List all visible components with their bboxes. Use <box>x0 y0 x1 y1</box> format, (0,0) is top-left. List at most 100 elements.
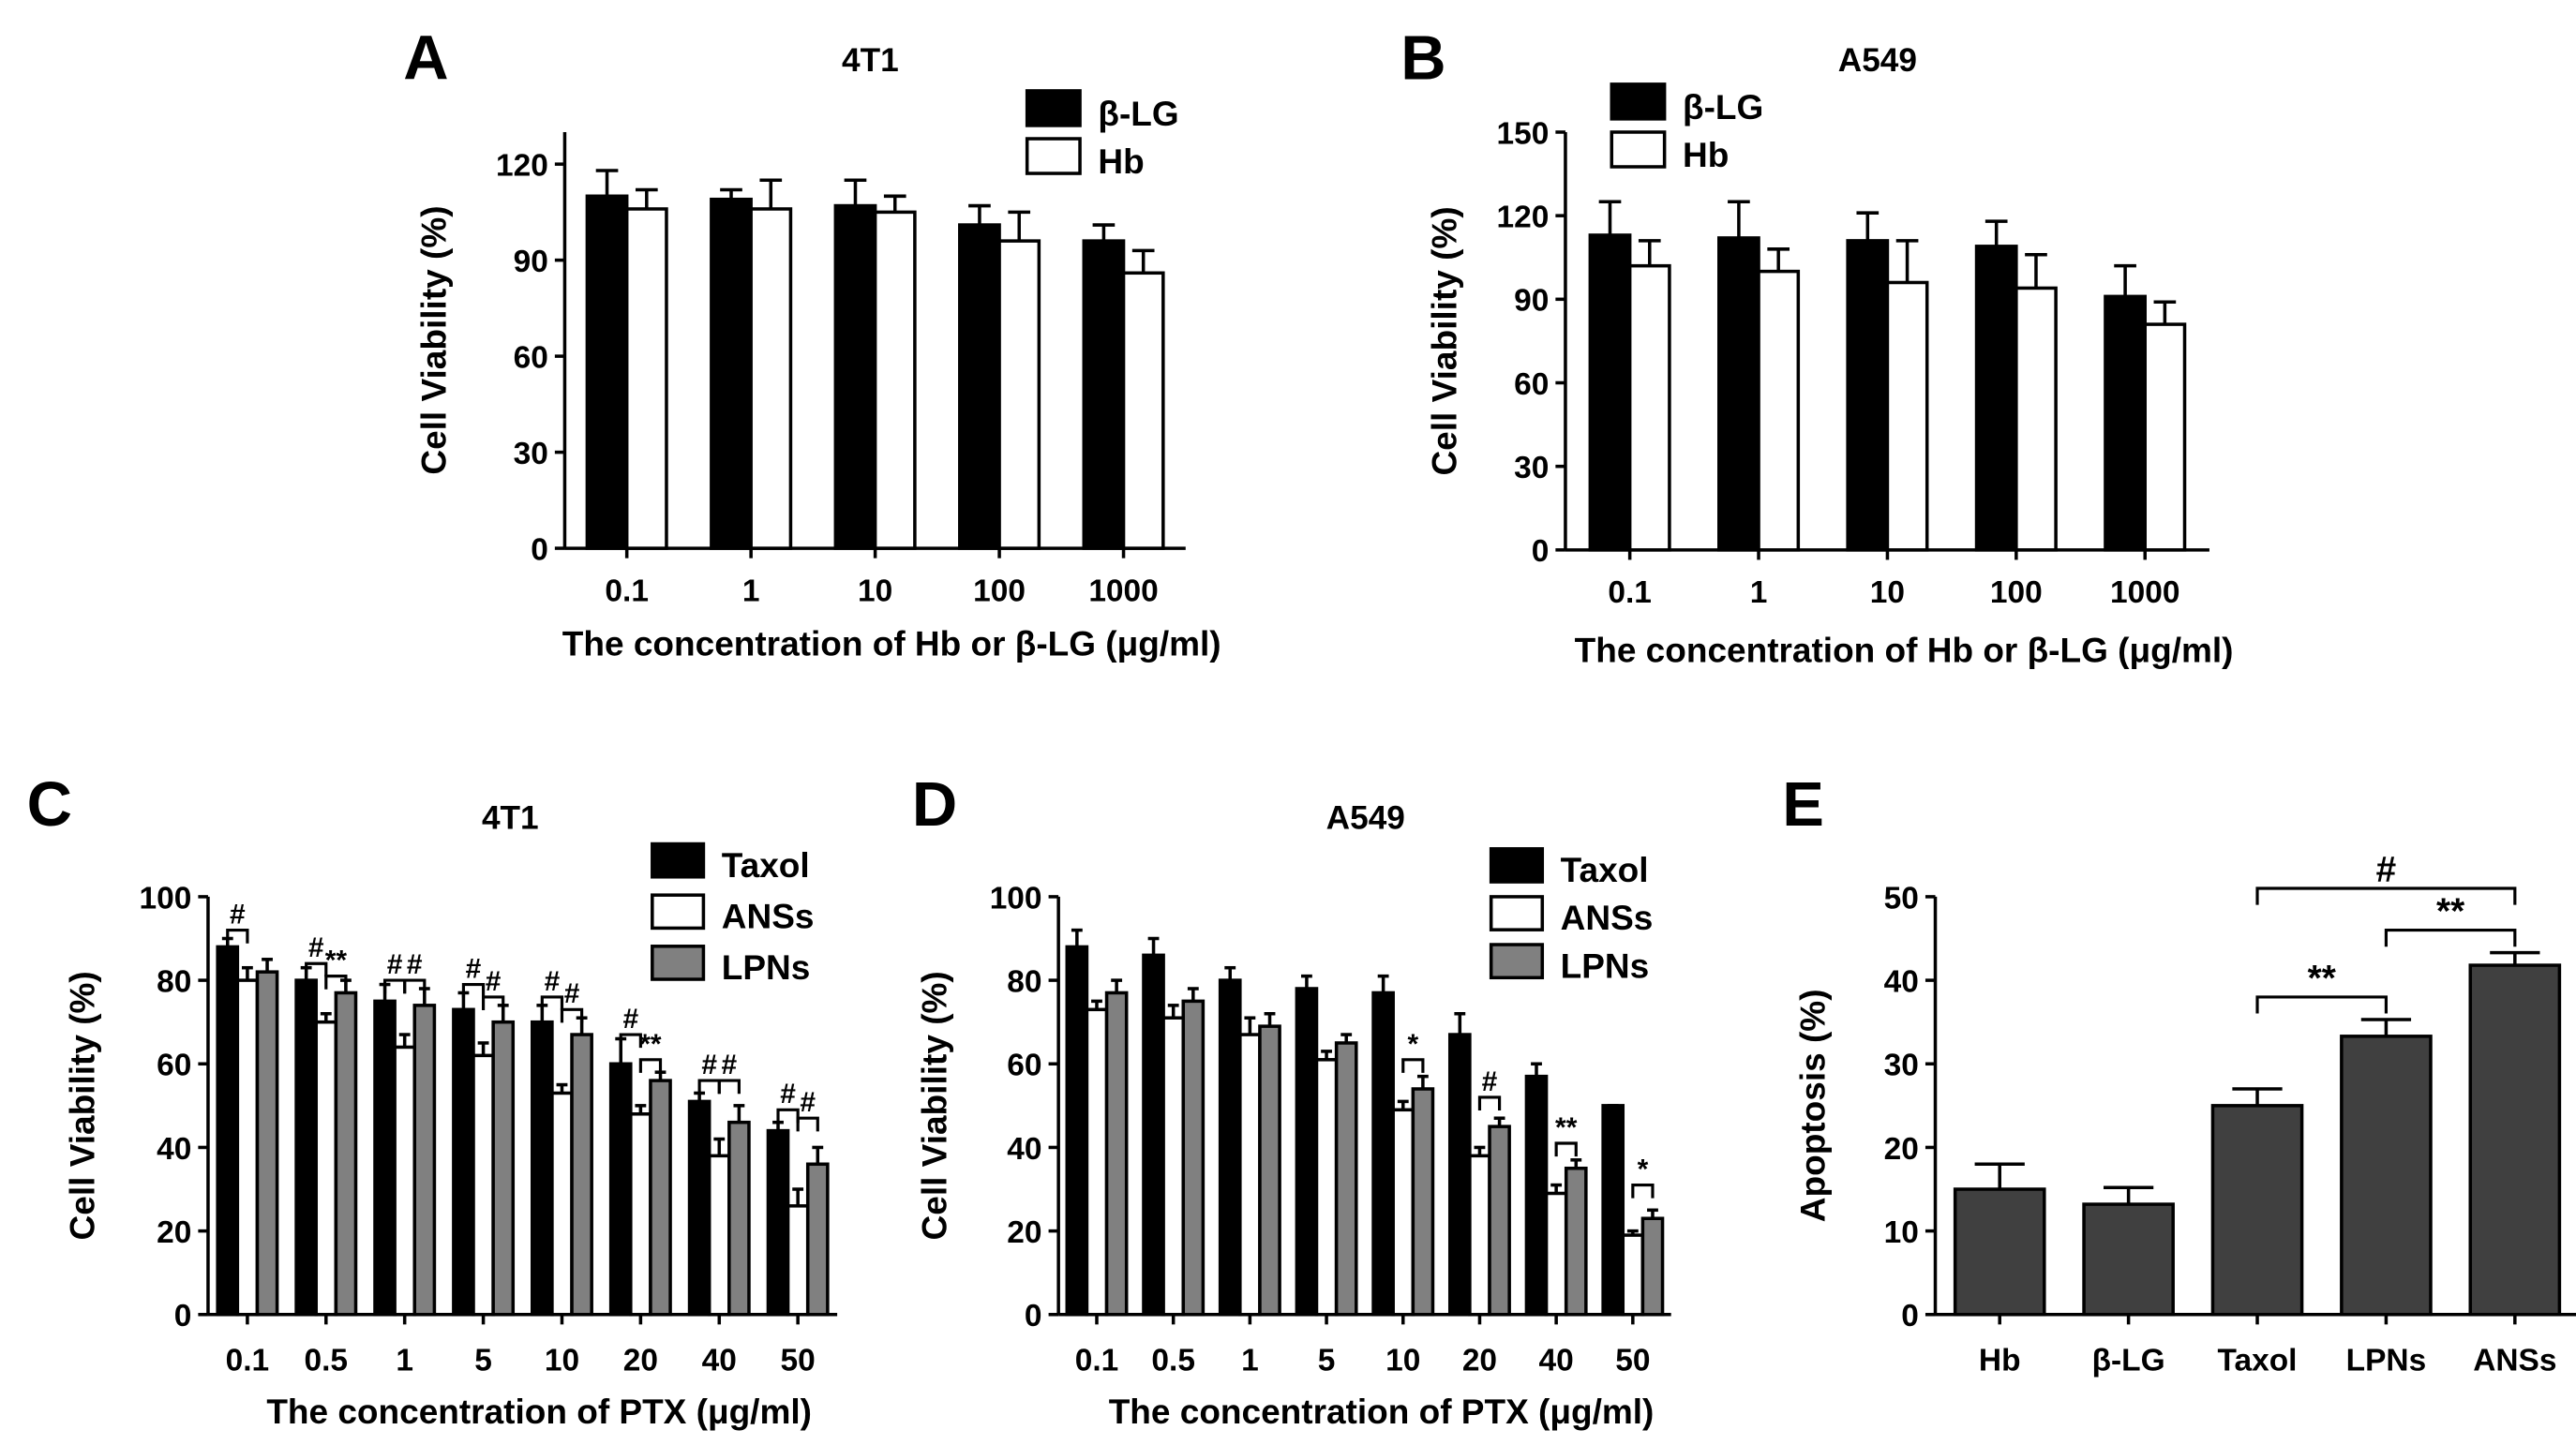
bar <box>1524 1074 1549 1317</box>
y-axis-label: Cell Viability (%) <box>915 971 953 1240</box>
y-tick-label: 0 <box>1901 1299 1919 1333</box>
bar <box>873 210 917 550</box>
y-tick-label: 60 <box>1514 367 1549 402</box>
y-tick-label: 40 <box>1007 1132 1041 1167</box>
y-tick-label: 100 <box>990 881 1042 916</box>
bar <box>1588 233 1632 552</box>
legend-swatch <box>651 842 706 879</box>
y-tick-label: 30 <box>1514 451 1549 485</box>
significance-bracket <box>305 961 328 977</box>
bar <box>1258 1024 1281 1317</box>
significance-label: ** <box>1555 1112 1578 1143</box>
x-tick-label: β-LG <box>2092 1344 2165 1378</box>
bar <box>294 978 318 1317</box>
bar <box>550 1091 574 1317</box>
x-axis-label: The concentration of PTX (μg/ml) <box>266 1393 812 1431</box>
bar <box>1142 953 1165 1317</box>
bar <box>2104 294 2148 552</box>
bar <box>585 194 629 550</box>
bar <box>2468 963 2562 1317</box>
x-tick-label: 10 <box>1870 575 1905 610</box>
legend-label: ANSs <box>1561 899 1654 937</box>
x-tick-label: 20 <box>1462 1344 1497 1378</box>
x-tick-label: LPNs <box>2346 1344 2427 1378</box>
bar <box>2210 1104 2304 1317</box>
significance-bracket <box>776 1108 800 1124</box>
legend-label: LPNs <box>1561 946 1650 985</box>
y-tick-label: 0 <box>531 532 548 567</box>
x-tick-label: 10 <box>545 1344 579 1378</box>
x-tick-label: 50 <box>781 1344 816 1378</box>
y-axis-label: Cell Viability (%) <box>63 971 101 1240</box>
significance-bracket <box>540 995 564 1011</box>
x-tick-label: 40 <box>702 1344 737 1378</box>
bar <box>2340 1035 2433 1317</box>
x-axis-label: The concentration of PTX (μg/ml) <box>1109 1393 1655 1431</box>
significance-label: # <box>387 949 403 980</box>
bar <box>749 207 793 550</box>
bar <box>491 1020 516 1317</box>
bar <box>629 1112 652 1317</box>
bar <box>1846 239 1890 552</box>
y-tick-label: 90 <box>1514 284 1549 319</box>
bar <box>1218 978 1242 1317</box>
y-tick-label: 60 <box>1007 1049 1041 1083</box>
bar <box>833 203 877 550</box>
significance-bracket <box>1631 1183 1655 1199</box>
x-tick-label: 1 <box>396 1344 413 1378</box>
bar <box>1621 1233 1645 1317</box>
significance-bracket <box>1554 1141 1578 1157</box>
bar <box>2014 286 2058 552</box>
x-tick-label: 0.1 <box>605 574 649 608</box>
y-tick-label: 20 <box>1007 1215 1041 1250</box>
significance-label: * <box>1407 1029 1418 1060</box>
y-tick-label: 60 <box>514 340 548 375</box>
bar <box>1468 1154 1491 1317</box>
legend-swatch <box>1489 847 1545 884</box>
bar <box>2143 322 2187 552</box>
bar <box>314 1020 338 1317</box>
y-tick-label: 10 <box>1884 1215 1919 1250</box>
chart-title: 4T1 <box>842 42 899 79</box>
legend-label: Taxol <box>1561 851 1649 889</box>
bar <box>1447 1033 1472 1317</box>
x-tick-label: 10 <box>858 574 892 608</box>
y-tick-label: 80 <box>157 964 191 999</box>
legend-label: β-LG <box>1683 88 1763 127</box>
x-tick-label: 40 <box>1539 1344 1574 1378</box>
x-tick-label: 10 <box>1385 1344 1420 1378</box>
bar <box>1601 1104 1625 1317</box>
bar <box>1544 1191 1568 1317</box>
bar <box>1371 991 1395 1317</box>
significance-bracket <box>1401 1058 1425 1073</box>
panel-C: C 4T1 0 20 40 60 80 100 Cell Viability (%) The co… <box>27 769 838 1431</box>
x-tick-label: 100 <box>973 574 1026 608</box>
significance-label: # <box>486 966 502 997</box>
bar <box>1121 271 1165 550</box>
x-tick-label: 5 <box>1318 1344 1336 1378</box>
bar <box>1085 1007 1109 1317</box>
legend-swatch <box>651 893 706 931</box>
x-tick-label: 20 <box>623 1344 658 1378</box>
bar <box>1885 280 1929 552</box>
significance-bracket <box>324 975 348 990</box>
significance-bracket <box>717 1079 741 1095</box>
y-tick-label: 0 <box>1025 1299 1042 1333</box>
panel-letter: A <box>403 23 448 94</box>
bar <box>687 1099 711 1317</box>
y-tick-label: 80 <box>1007 964 1041 999</box>
panel-letter: E <box>1782 769 1824 840</box>
bar <box>216 945 240 1317</box>
significance-label: # <box>722 1050 738 1080</box>
significance-bracket <box>1477 1095 1502 1111</box>
legend-label: ANSs <box>722 897 815 935</box>
bar <box>452 1007 475 1317</box>
y-tick-label: 30 <box>514 437 548 471</box>
bar <box>624 207 668 550</box>
bar <box>1640 1216 1665 1317</box>
y-tick-label: 120 <box>1496 200 1549 234</box>
significance-label: ** <box>639 1029 662 1060</box>
x-tick-label: 100 <box>1990 575 2043 610</box>
chart-title: A549 <box>1838 42 1917 79</box>
significance-bracket <box>638 1058 663 1073</box>
